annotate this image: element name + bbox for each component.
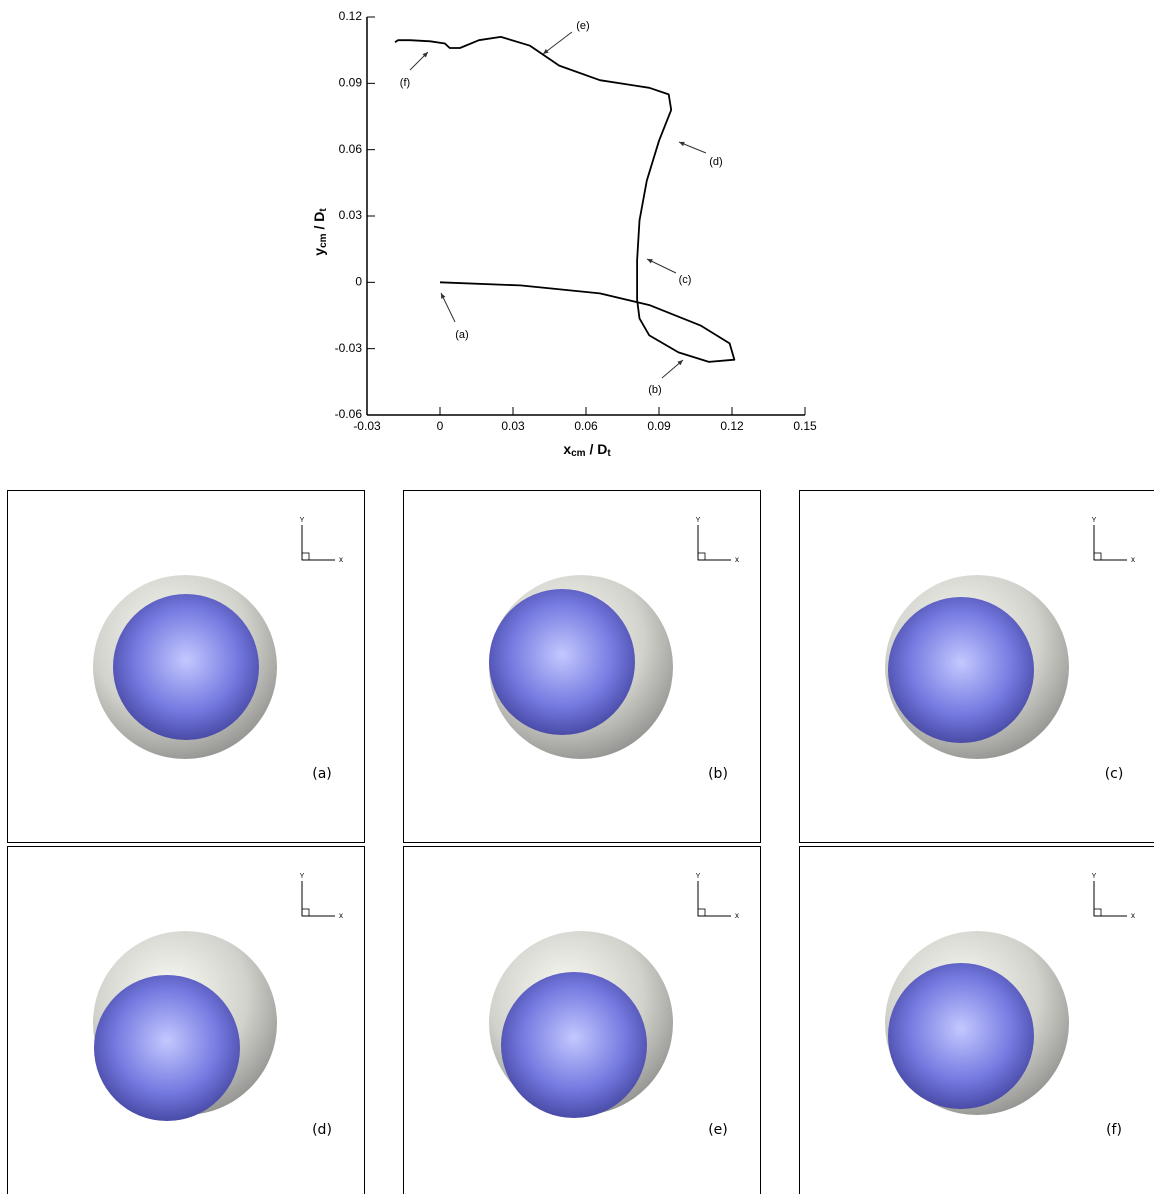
triad-label: Y xyxy=(300,873,305,880)
subscript: t xyxy=(607,448,611,459)
inner-sphere xyxy=(94,975,240,1121)
triad-label: Y xyxy=(696,517,701,524)
annotation: (b) xyxy=(648,384,661,396)
annotation-arrow xyxy=(542,31,573,55)
triad-label: x xyxy=(339,555,343,564)
panel: Yx (c) xyxy=(799,490,1154,843)
annotation-arrow xyxy=(409,51,429,71)
panel-label: (e) xyxy=(708,1122,728,1138)
panel-label: (d) xyxy=(312,1122,332,1138)
triad-label: x xyxy=(339,911,343,920)
triad-corner xyxy=(1093,552,1102,561)
inner-sphere xyxy=(501,972,647,1118)
x-tick-label: 0.15 xyxy=(793,419,817,433)
inner-sphere xyxy=(888,597,1034,743)
triad-corner xyxy=(301,552,310,561)
y-tick-label: 0 xyxy=(355,275,362,289)
triad-label: Y xyxy=(1092,517,1097,524)
panel: Yx (d) xyxy=(7,846,365,1194)
triad-label: x xyxy=(1131,555,1135,564)
label-part: y xyxy=(311,248,327,256)
annotation-arrow xyxy=(661,359,684,379)
panel: Yx (f) xyxy=(799,846,1154,1194)
ylabel: ycm / Dt xyxy=(311,208,329,256)
triad-label: x xyxy=(735,911,739,920)
trajectory xyxy=(394,36,736,363)
annotation: (a) xyxy=(455,329,468,341)
inner-sphere xyxy=(489,589,635,735)
panel: Yx (e) xyxy=(403,846,761,1194)
annotation: (f) xyxy=(400,77,410,89)
label-part: / D xyxy=(311,212,327,234)
y-tick-label: 0.12 xyxy=(339,9,363,23)
subscript: cm xyxy=(318,233,329,248)
y-tick-label: 0.03 xyxy=(339,208,363,222)
x-tick-label: -0.03 xyxy=(353,419,381,433)
annotation: (c) xyxy=(679,274,692,286)
x-tick-label: 0.06 xyxy=(574,419,598,433)
xlabel: xcm / Dt xyxy=(563,441,611,459)
panel-label: (c) xyxy=(1105,766,1124,782)
panel-label: (a) xyxy=(312,766,332,782)
triad-label: Y xyxy=(1092,873,1097,880)
panel-label: (b) xyxy=(708,766,728,782)
triad-label: x xyxy=(1131,911,1135,920)
inner-sphere xyxy=(113,594,259,740)
y-tick-label: -0.03 xyxy=(335,341,363,355)
panel: Yx (a) xyxy=(7,490,365,843)
triad-corner xyxy=(301,908,310,917)
label-part: x xyxy=(563,441,571,457)
annotation: (d) xyxy=(709,156,722,168)
y-tick-label: 0.06 xyxy=(339,142,363,156)
label-part: / D xyxy=(586,441,608,457)
x-tick-label: 0 xyxy=(437,419,444,433)
subscript: t xyxy=(318,208,329,212)
triad-corner xyxy=(697,908,706,917)
x-tick-label: 0.03 xyxy=(501,419,525,433)
panel: Yx (b) xyxy=(403,490,761,843)
panel-label: (f) xyxy=(1106,1122,1122,1138)
triad-corner xyxy=(1093,908,1102,917)
y-tick-label: -0.06 xyxy=(335,407,363,421)
triad-corner xyxy=(697,552,706,561)
annotation-arrow xyxy=(440,292,456,323)
inner-sphere xyxy=(888,963,1034,1109)
triad-label: Y xyxy=(696,873,701,880)
triad-label: x xyxy=(735,555,739,564)
annotation: (e) xyxy=(576,20,589,32)
y-tick-label: 0.09 xyxy=(339,76,363,90)
subscript: cm xyxy=(571,448,586,459)
x-tick-label: 0.12 xyxy=(720,419,744,433)
x-tick-label: 0.09 xyxy=(647,419,671,433)
triad-label: Y xyxy=(300,517,305,524)
annotation-arrow xyxy=(646,258,677,274)
annotation-arrow xyxy=(678,141,707,154)
